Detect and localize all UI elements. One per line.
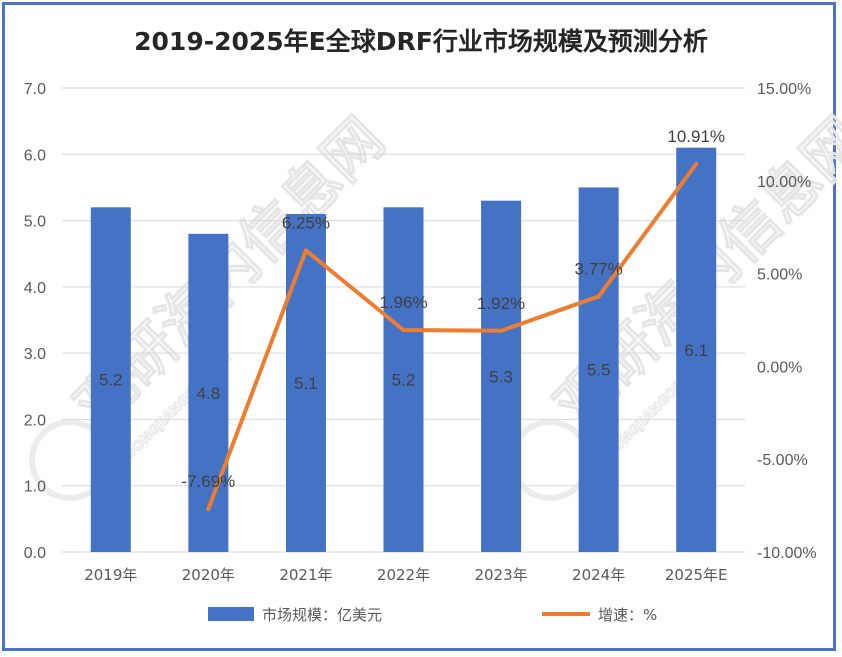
right-tick-label: -10.00% [757,545,817,562]
bar [188,233,229,553]
bar-data-label: 5.1 [294,374,318,393]
line-series: -7.69% 6.25% 1.96% 1.92% 3.77% 10.91% [181,127,725,512]
right-tick-label: 5.00% [757,267,802,284]
left-tick-label: 3.0 [24,346,46,363]
bar [676,147,717,552]
legend: 市场规模：亿美元 增速：% [208,606,657,624]
right-tick-label: 15.00% [757,81,811,98]
bar-series: 5.2 4.8 5.1 5.2 5.3 5.5 6.1 [90,147,717,553]
line-data-label: 1.96% [379,293,427,312]
left-tick-label: 7.0 [24,81,46,98]
legend-line-label: 增速：% [598,606,657,624]
line-point [596,294,601,299]
line-data-label: 3.77% [575,259,623,278]
category-label: 2019年 [84,566,137,584]
line-point [303,248,308,253]
line-data-label: 1.92% [477,294,525,313]
chart-title: 2019-2025年E全球DRF行业市场规模及预测分析 [134,27,708,56]
bar-data-label: 6.1 [684,341,708,360]
category-label: 2025年E [665,566,728,584]
category-label: 2022年 [377,566,430,584]
bar [383,207,424,553]
bar [90,207,131,553]
growth-line [206,161,699,512]
right-tick-label: -5.00% [757,452,808,469]
left-tick-label: 4.0 [24,280,46,297]
bar-data-label: 5.3 [489,367,513,386]
bar-data-label: 5.5 [587,361,611,380]
bar-data-label: 4.8 [197,384,221,403]
line-point [401,328,406,333]
line-point [206,507,211,512]
line-data-label: 10.91% [667,127,725,146]
left-axis-ticks: 0.0 1.0 2.0 3.0 4.0 5.0 6.0 7.0 [24,81,46,562]
bar [578,187,619,552]
legend-bar-swatch [208,607,254,621]
category-label: 2020年 [182,566,235,584]
line-data-label: -7.69% [181,472,235,491]
category-label: 2024年 [572,566,625,584]
bar [481,200,522,552]
left-tick-label: 1.0 [24,479,46,496]
line-point [694,161,699,166]
category-axis: 2019年 2020年 2021年 2022年 2023年 2024年 2025年E [84,566,727,584]
bar-data-label: 5.2 [99,371,123,390]
category-label: 2023年 [474,566,527,584]
legend-bar-label: 市场规模：亿美元 [262,606,382,624]
category-label: 2021年 [279,566,332,584]
watermark-logo-icon [509,419,591,501]
left-tick-label: 0.0 [24,545,46,562]
bar [285,213,326,552]
right-tick-label: 10.00% [757,174,811,191]
left-tick-label: 5.0 [24,214,46,231]
right-tick-label: 0.00% [757,359,802,376]
bar-data-label: 5.2 [392,371,416,390]
right-axis-ticks: -10.00% -5.00% 0.00% 5.00% 10.00% 15.00% [757,81,817,562]
line-data-label: 6.25% [282,213,330,232]
left-tick-label: 6.0 [24,147,46,164]
watermark: 观研海内信息网DONGJIANGQB.COM观研海内信息网DONGJIANGQB… [29,104,842,501]
left-tick-label: 2.0 [24,412,46,429]
line-point [499,328,504,333]
